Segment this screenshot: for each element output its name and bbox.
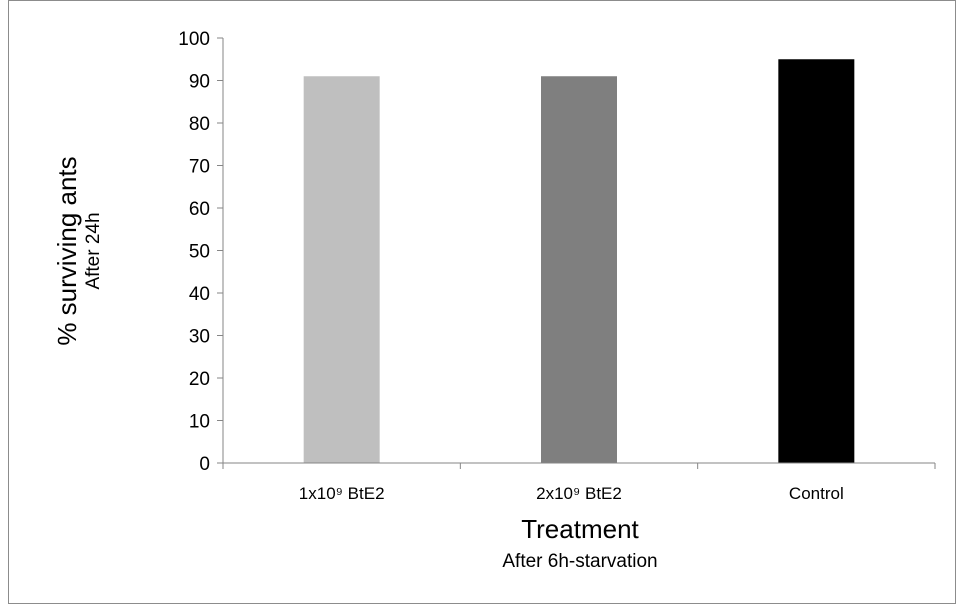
x-axis-title: Treatment	[521, 514, 639, 544]
y-tick-label: 80	[189, 114, 210, 135]
bar	[778, 59, 855, 463]
y-tick-label: 90	[189, 72, 210, 93]
x-axis-subtitle: After 6h-starvation	[502, 551, 657, 572]
x-category-label: Control	[789, 484, 844, 503]
y-tick-label: 100	[178, 29, 210, 50]
y-tick-label: 10	[189, 412, 210, 433]
bar	[541, 76, 617, 463]
bars	[303, 59, 855, 463]
y-tick-label: 60	[189, 199, 210, 220]
y-tick-label: 0	[199, 454, 210, 475]
y-axis-ticks: 0 10 20 30 40 50 60 70 80 90 100	[178, 29, 223, 475]
y-tick-label: 30	[189, 327, 210, 348]
x-axis-category-labels: 1x10⁹ BtE2 2x10⁹ BtE2 Control	[299, 484, 844, 503]
x-category-label: 1x10⁹ BtE2	[299, 484, 385, 503]
y-tick-label: 20	[189, 369, 210, 390]
y-tick-label: 40	[189, 284, 210, 305]
y-axis-title: % surviving ants	[52, 156, 82, 345]
bar	[303, 76, 380, 463]
y-tick-label: 50	[189, 242, 210, 263]
y-axis-subtitle: After 24h	[83, 212, 104, 289]
y-tick-label: 70	[189, 157, 210, 178]
x-axis-ticks	[222, 463, 936, 469]
x-category-label: 2x10⁹ BtE2	[536, 484, 622, 503]
